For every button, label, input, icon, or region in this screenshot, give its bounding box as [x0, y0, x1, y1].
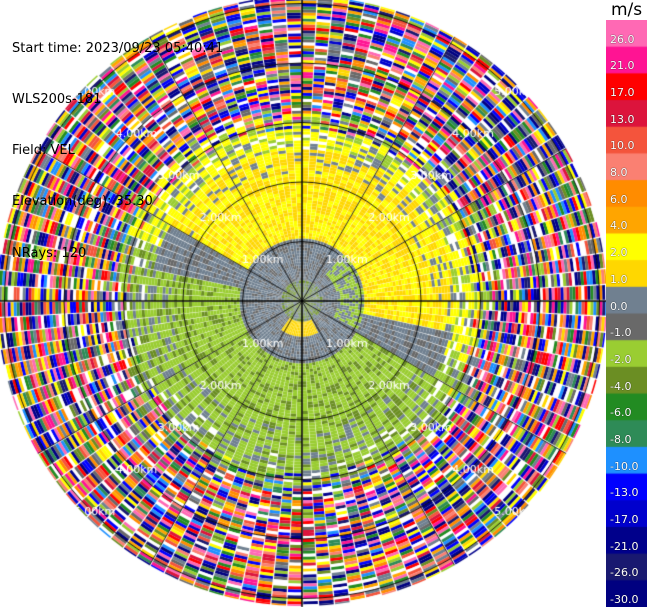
ppi-plot — [0, 0, 606, 607]
colorbar-tick-label: -21.0 — [610, 539, 639, 553]
colorbar-tick-label: -10.0 — [610, 459, 639, 473]
instrument-text: WLS200s-181 — [12, 92, 102, 107]
colorbar-tick-label: 21.0 — [610, 59, 635, 73]
colorbar-tick-label: 6.0 — [610, 192, 628, 206]
colorbar-tick-label: -1.0 — [610, 326, 632, 340]
colorbar-tick-label: 4.0 — [610, 219, 628, 233]
colorbar-tick-label: -17.0 — [610, 512, 639, 526]
colorbar-tick-label: -2.0 — [610, 352, 632, 366]
start-time-text: Start time: 2023/09/23 05:40:41 — [12, 41, 224, 56]
elevation-text: Elevation(deg): 35.30 — [12, 194, 153, 209]
colorbar-tick-label: -8.0 — [610, 432, 632, 446]
colorbar-tick-label: 10.0 — [610, 139, 635, 153]
colorbar-tick-label: 26.0 — [610, 32, 635, 46]
colorbar-tick-label: 2.0 — [610, 246, 628, 260]
colorbar-unit: m/s — [611, 0, 643, 20]
colorbar-tick-label: 8.0 — [610, 166, 628, 180]
nrays-text: NRays: 120 — [12, 246, 87, 261]
colorbar-tick-label: -26.0 — [610, 566, 639, 580]
colorbar-tick-label: -6.0 — [610, 406, 632, 420]
colorbar-tick-label: 13.0 — [610, 112, 635, 126]
colorbar-tick-label: 0.0 — [610, 299, 628, 313]
colorbar-tick-label: -13.0 — [610, 486, 639, 500]
colorbar-tick-label: 1.0 — [610, 272, 628, 286]
colorbar-tick-label: 17.0 — [610, 86, 635, 100]
scan-info: Start time: 2023/09/23 05:40:41 WLS200s-… — [12, 6, 223, 279]
field-text: Field: VEL — [12, 143, 75, 158]
colorbar — [606, 20, 647, 607]
colorbar-tick-label: -30.0 — [610, 593, 639, 606]
colorbar-tick-label: -4.0 — [610, 379, 632, 393]
